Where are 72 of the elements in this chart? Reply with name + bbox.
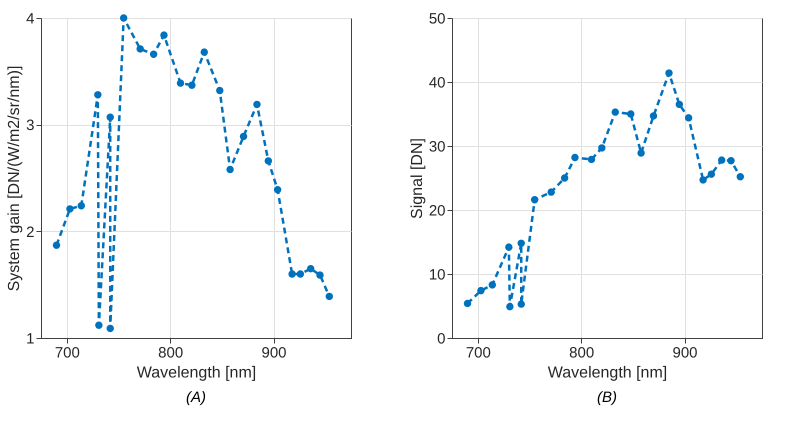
point — [66, 205, 74, 213]
point — [106, 324, 114, 332]
point — [571, 154, 579, 162]
point — [518, 240, 525, 247]
point — [200, 48, 208, 56]
point — [188, 82, 196, 89]
y-tick-label: 10 — [428, 266, 446, 284]
point — [306, 264, 314, 272]
text: (B) — [597, 389, 617, 406]
x-tick-label: 700 — [466, 344, 491, 362]
y-tick-label: 3 — [26, 117, 34, 134]
point — [464, 300, 472, 308]
x-tick-label: 800 — [158, 344, 184, 362]
y-axis-title: Signal [DN] — [408, 138, 426, 219]
y-tick-label: 20 — [428, 202, 446, 220]
point — [665, 69, 673, 77]
point — [547, 188, 555, 196]
point — [505, 243, 513, 251]
point — [106, 114, 114, 121]
point — [176, 79, 184, 87]
point — [216, 86, 224, 94]
point — [627, 110, 634, 118]
point — [160, 31, 168, 39]
point — [78, 202, 86, 210]
x-tick-label: 700 — [54, 344, 80, 362]
point — [588, 156, 596, 164]
y-tick-label: 0 — [437, 330, 446, 348]
y-tick-label: 2 — [26, 224, 34, 241]
y-tick-label: 30 — [428, 138, 446, 156]
x-tick-label: 800 — [569, 344, 594, 362]
point — [612, 108, 619, 116]
x-axis-title: Wavelength [nm] — [136, 364, 256, 382]
point — [727, 157, 735, 164]
point — [637, 149, 645, 157]
point — [718, 156, 726, 164]
point — [326, 292, 334, 300]
point — [699, 176, 707, 184]
y-tick-label: 4 — [26, 10, 34, 28]
point — [52, 242, 60, 249]
point — [95, 322, 103, 329]
point — [676, 100, 684, 108]
point — [650, 112, 658, 120]
point — [120, 14, 128, 22]
text: (A) — [186, 389, 206, 406]
point — [488, 281, 496, 289]
x-axis-title: Wavelength [nm] — [548, 364, 668, 382]
point — [94, 91, 102, 98]
point — [736, 173, 744, 180]
point — [240, 132, 248, 140]
point — [506, 302, 514, 310]
point — [264, 157, 272, 165]
point — [296, 270, 304, 278]
point — [598, 144, 606, 152]
point — [226, 166, 234, 174]
x-tick-label: 900 — [672, 344, 698, 362]
point — [708, 170, 716, 178]
point — [136, 45, 144, 53]
point — [150, 50, 158, 58]
x-tick-label: 900 — [261, 344, 287, 362]
point — [684, 114, 692, 122]
point — [274, 186, 282, 194]
point — [316, 271, 324, 279]
point — [518, 300, 525, 308]
point — [560, 174, 568, 182]
y-axis-title: System gain [DN/(W/m2/sr/nm)] — [6, 66, 24, 292]
point — [530, 196, 538, 204]
y-tick-label: 50 — [428, 10, 446, 28]
y-tick-label: 1 — [26, 330, 34, 348]
point — [477, 286, 485, 294]
point — [253, 100, 261, 108]
point — [288, 270, 296, 278]
y-tick-label: 40 — [428, 74, 446, 92]
